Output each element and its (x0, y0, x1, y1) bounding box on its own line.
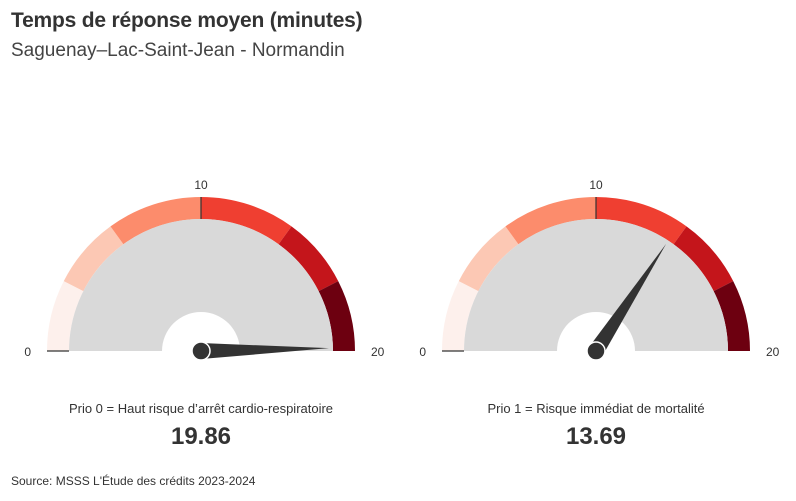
gauge-band-4 (673, 226, 734, 292)
gauge-band-1 (63, 226, 124, 292)
gauge-max-label: 20 (371, 345, 385, 359)
chart-subtitle: Saguenay–Lac-Saint-Jean - Normandin (11, 40, 345, 61)
gauge-needle (200, 343, 329, 359)
gauge-band-3 (201, 197, 292, 245)
gauge-min-label: 0 (419, 345, 426, 359)
gauge-band-5 (318, 281, 355, 351)
gauge-band-4 (278, 226, 339, 292)
gauge-band-3 (596, 197, 687, 245)
gauge-needle-hub (191, 341, 211, 361)
gauge-min-label: 0 (24, 345, 31, 359)
source-note: Source: MSSS L'Étude des crédits 2023-20… (11, 474, 255, 488)
gauge-max-label: 20 (766, 345, 780, 359)
gauge-inner-fill (464, 219, 728, 351)
gauge-value-prio-0: 19.86 (170, 423, 232, 450)
gauge-band-5 (713, 281, 750, 351)
gauge-prio-0: 0 10 20 (24, 178, 385, 361)
gauge-band-1 (458, 226, 519, 292)
gauge-band-2 (110, 197, 201, 245)
chart-title: Temps de réponse moyen (minutes) (11, 9, 363, 32)
gauge-band-0 (47, 281, 84, 351)
source-text: MSSS L'Étude des crédits 2023-2024 (55, 474, 256, 488)
gauge-mid-label: 10 (589, 178, 603, 192)
gauge-value-prio-1: 13.69 (565, 423, 627, 450)
source-prefix: Source: (11, 474, 56, 488)
gauge-label-prio-1: Prio 1 = Risque immédiat de mortalité (487, 401, 705, 416)
gauge-prio-1: 0 10 20 (419, 178, 780, 361)
gauge-band-0 (442, 281, 479, 351)
gauge-needle (589, 243, 667, 356)
gauge-inner-fill (69, 219, 333, 351)
gauge-mid-label: 10 (194, 178, 208, 192)
gauge-label-prio-0: Prio 0 = Haut risque d’arrêt cardio-resp… (68, 401, 334, 416)
gauge-band-2 (505, 197, 596, 245)
gauge-needle-hub (586, 341, 606, 361)
